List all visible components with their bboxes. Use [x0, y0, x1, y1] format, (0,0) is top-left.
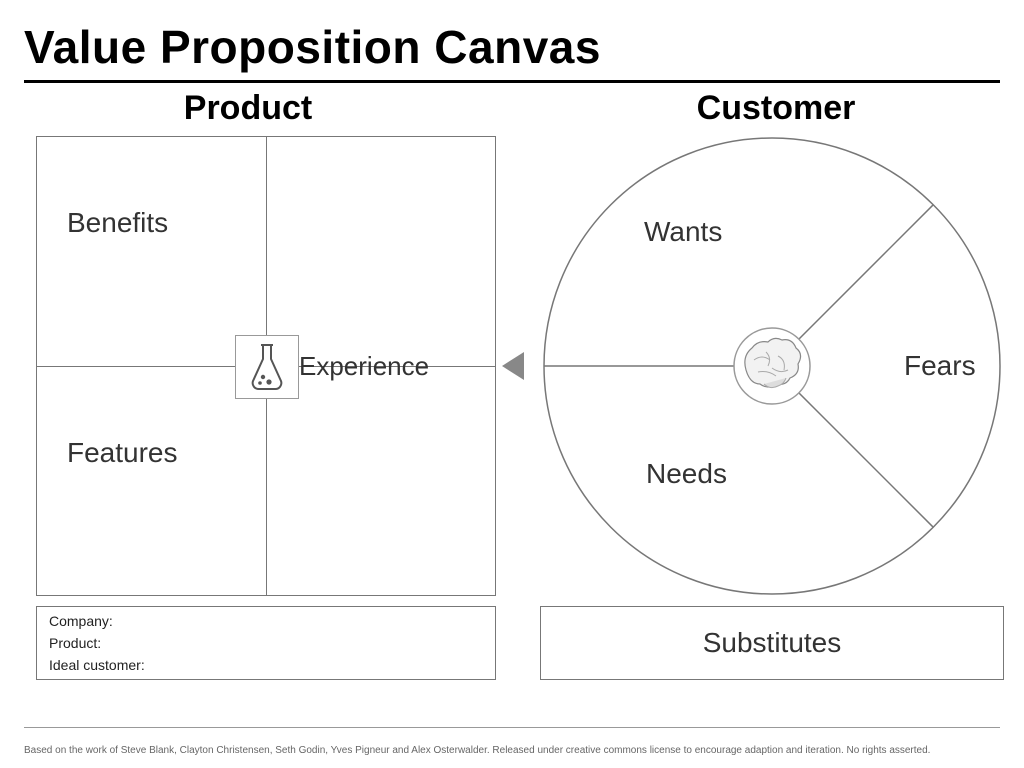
page-title: Value Proposition Canvas	[24, 20, 1000, 74]
connector-arrow-icon	[502, 352, 524, 380]
meta-company: Company:	[49, 613, 483, 629]
meta-ideal-customer: Ideal customer:	[49, 657, 483, 673]
label-needs: Needs	[646, 458, 727, 490]
product-square: Benefits Features Experience	[36, 136, 496, 596]
meta-box: Company: Product: Ideal customer:	[36, 606, 496, 680]
subheads-row: Product Customer	[24, 89, 1000, 128]
label-experience: Experience	[299, 351, 429, 382]
label-benefits: Benefits	[67, 207, 168, 239]
label-wants: Wants	[644, 216, 722, 248]
flask-icon	[247, 343, 287, 391]
label-features: Features	[67, 437, 178, 469]
footnote-rule	[24, 727, 1000, 728]
substitutes-box: Substitutes	[540, 606, 1004, 680]
subhead-product: Product	[24, 89, 512, 128]
page: Value Proposition Canvas Product Custome…	[0, 0, 1024, 768]
label-substitutes: Substitutes	[703, 627, 842, 659]
title-rule	[24, 80, 1000, 83]
subhead-customer: Customer	[512, 89, 1000, 128]
label-fears: Fears	[904, 350, 976, 382]
product-center-icon-box	[235, 335, 299, 399]
footnote-text: Based on the work of Steve Blank, Clayto…	[24, 745, 1000, 756]
canvas-area: Benefits Features Experience	[24, 128, 1000, 668]
meta-product: Product:	[49, 635, 483, 651]
